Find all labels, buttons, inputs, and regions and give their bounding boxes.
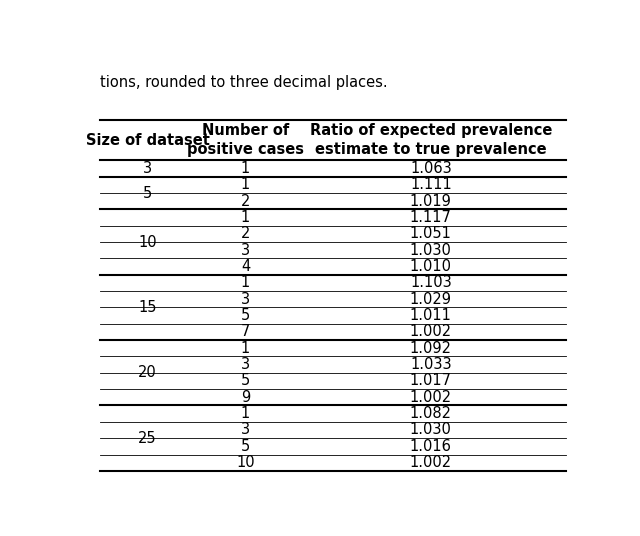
Text: 1: 1 [241,406,250,421]
Text: 1.103: 1.103 [410,276,452,291]
Text: Number of
positive cases: Number of positive cases [187,123,304,157]
Text: Ratio of expected prevalence
estimate to true prevalence: Ratio of expected prevalence estimate to… [310,123,552,157]
Text: 1: 1 [241,341,250,356]
Text: 5: 5 [241,308,250,323]
Text: 1: 1 [241,177,250,192]
Text: 5: 5 [143,185,152,200]
Text: 20: 20 [138,366,157,381]
Text: 1.092: 1.092 [410,341,452,356]
Text: 1.017: 1.017 [410,374,452,389]
Text: 3: 3 [143,161,152,176]
Text: 10: 10 [236,455,255,470]
Text: 1.019: 1.019 [410,193,452,209]
Text: 1.033: 1.033 [410,357,452,372]
Text: 2: 2 [241,193,250,209]
Text: 1: 1 [241,161,250,176]
Text: 1.011: 1.011 [410,308,452,323]
Text: 1.010: 1.010 [410,259,452,274]
Text: Size of dataset: Size of dataset [86,133,209,148]
Text: 1.002: 1.002 [410,455,452,470]
Text: 5: 5 [241,374,250,389]
Text: 1.063: 1.063 [410,161,452,176]
Text: 3: 3 [241,243,250,258]
Text: 9: 9 [241,390,250,405]
Text: 7: 7 [241,324,250,339]
Text: 1.002: 1.002 [410,324,452,339]
Text: 1.111: 1.111 [410,177,452,192]
Text: tions, rounded to three decimal places.: tions, rounded to three decimal places. [100,76,387,91]
Text: 1.002: 1.002 [410,390,452,405]
Text: 1: 1 [241,210,250,225]
Text: 1.016: 1.016 [410,439,452,454]
Text: 5: 5 [241,439,250,454]
Text: 2: 2 [241,226,250,241]
Text: 10: 10 [138,235,157,250]
Text: 1.030: 1.030 [410,243,452,258]
Text: 1.117: 1.117 [410,210,452,225]
Text: 3: 3 [241,292,250,307]
Text: 3: 3 [241,357,250,372]
Text: 3: 3 [241,422,250,437]
Text: 25: 25 [138,430,157,445]
Text: 1.029: 1.029 [410,292,452,307]
Text: 1: 1 [241,276,250,291]
Text: 1.030: 1.030 [410,422,452,437]
Text: 1.082: 1.082 [410,406,452,421]
Text: 4: 4 [241,259,250,274]
Text: 1.051: 1.051 [410,226,452,241]
Text: 15: 15 [138,300,157,315]
